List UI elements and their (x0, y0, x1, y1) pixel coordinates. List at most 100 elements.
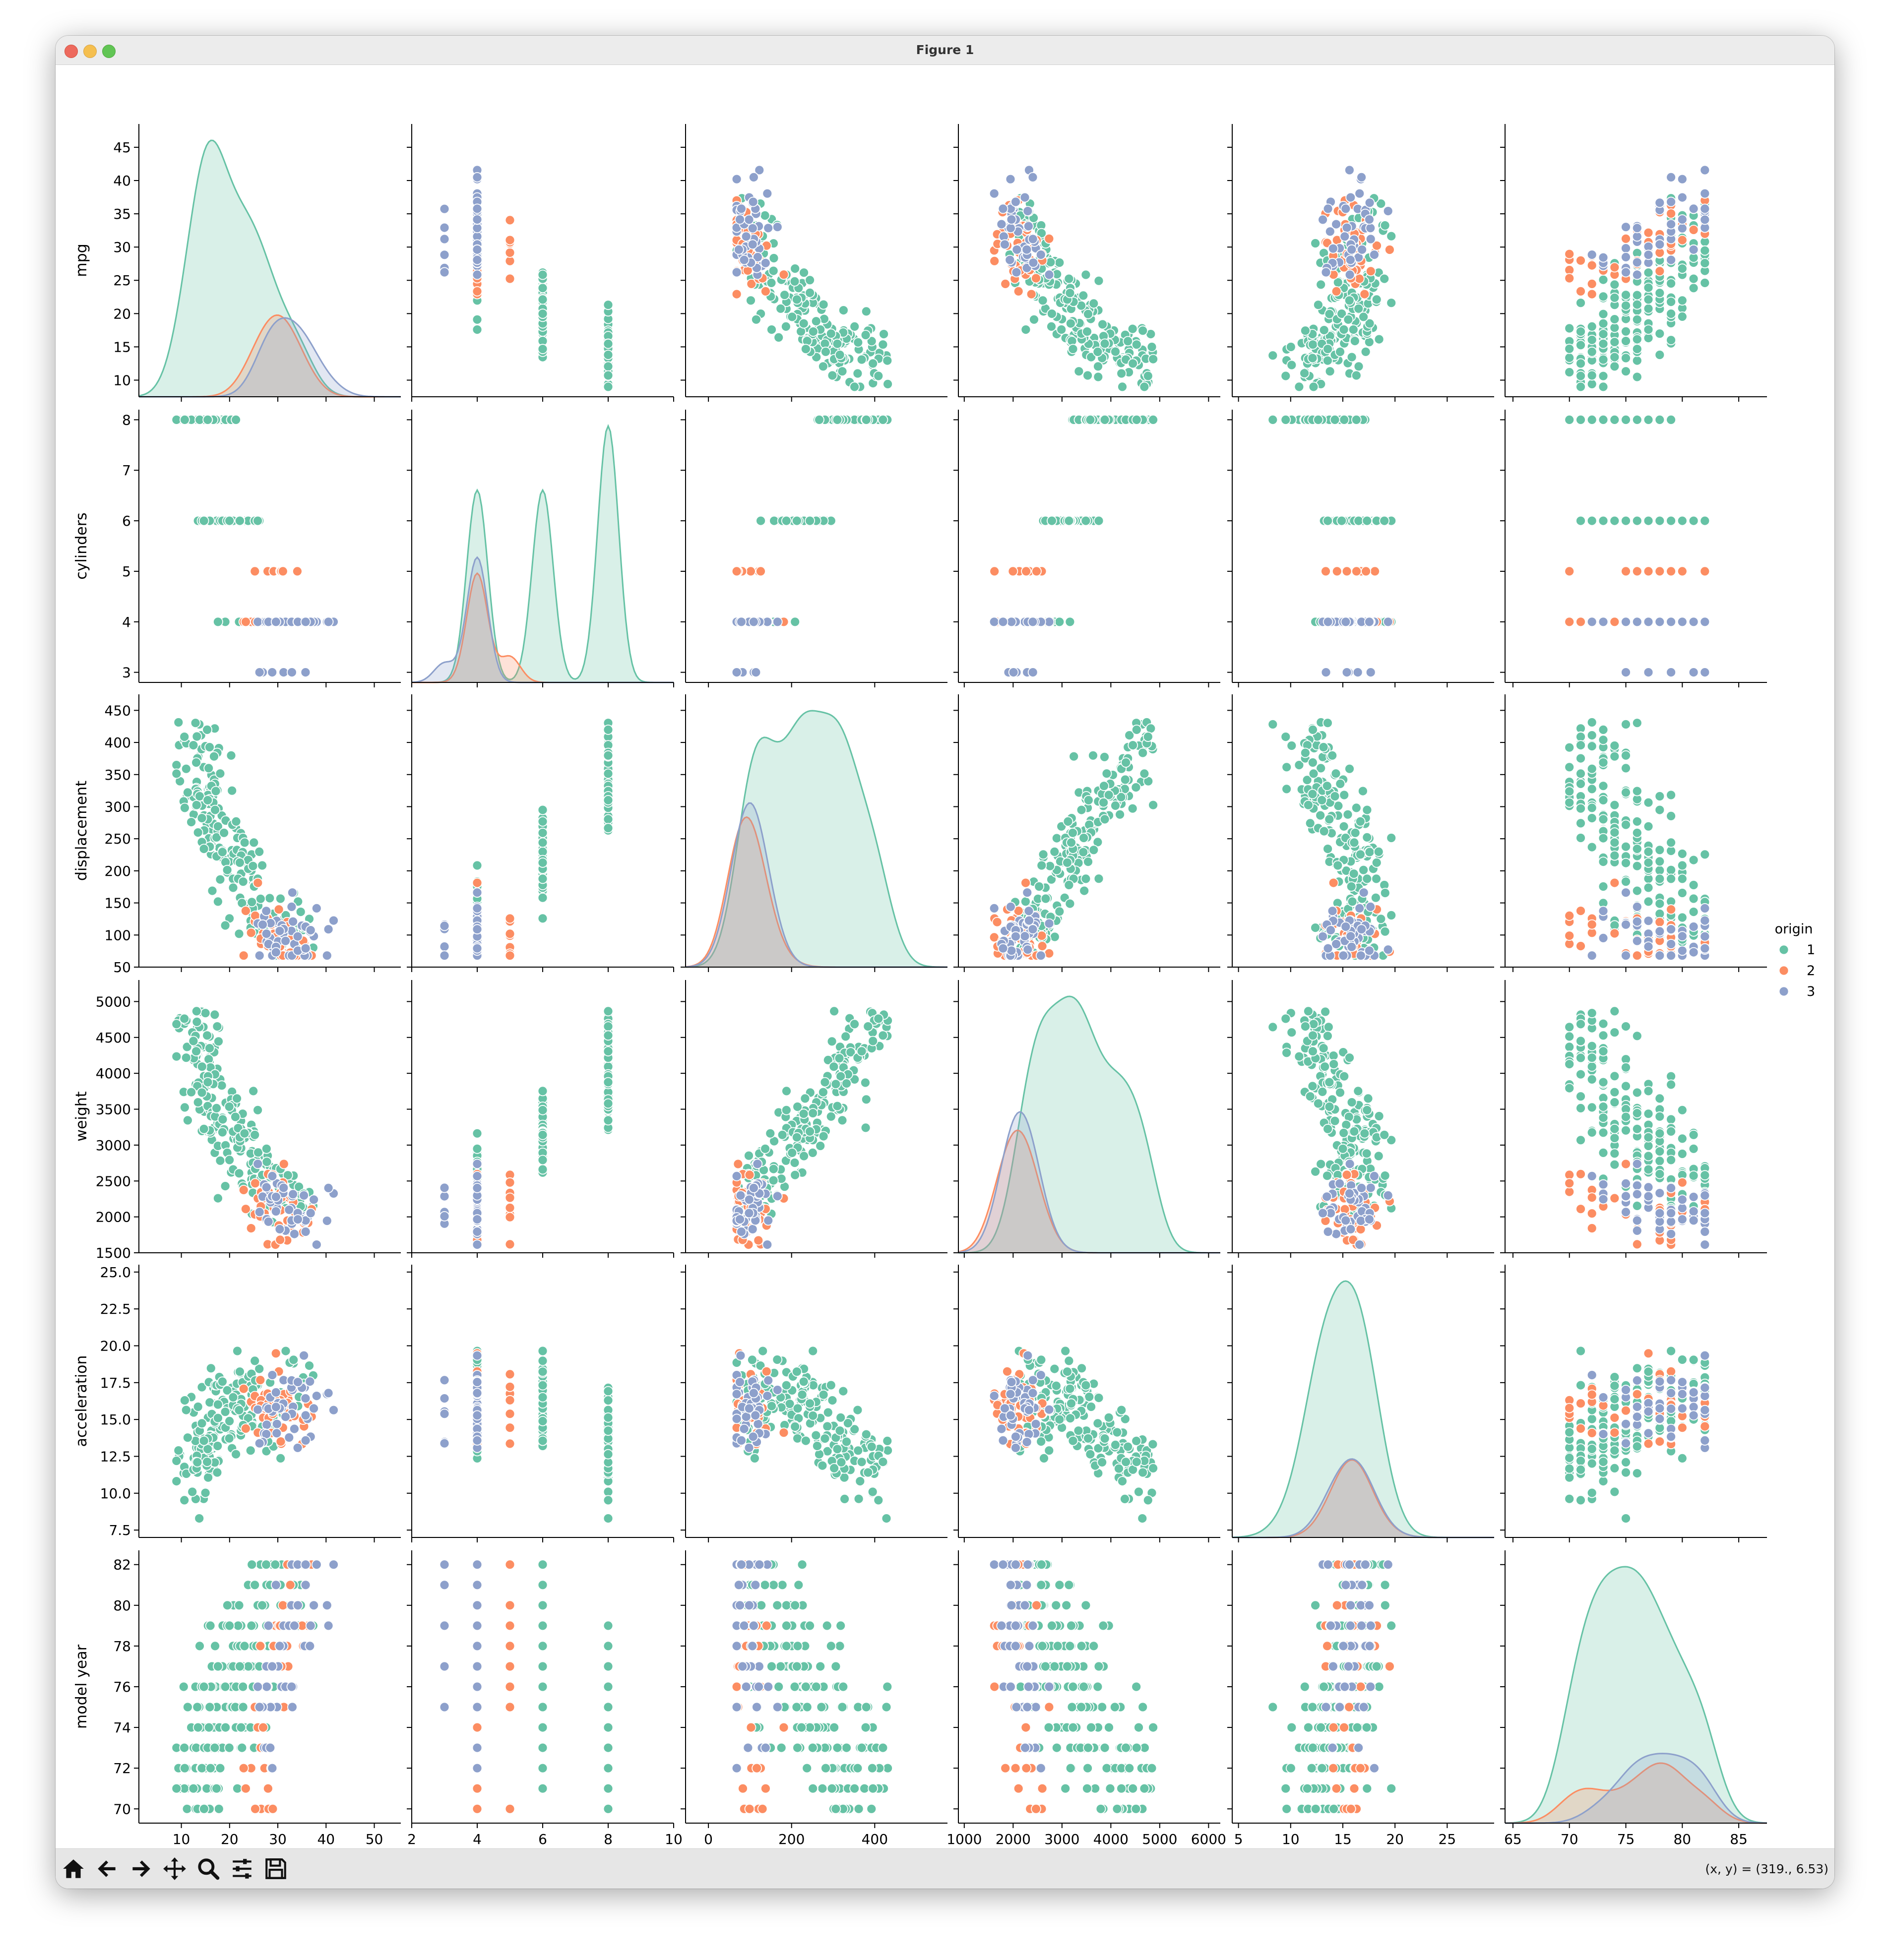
point-series-3 (1586, 249, 1597, 260)
point-series-1 (295, 907, 306, 917)
maximize-window-button[interactable] (102, 45, 116, 58)
point-series-1 (1598, 291, 1609, 302)
y-tick-label: 3500 (96, 1102, 131, 1118)
point-series-1 (1373, 847, 1384, 857)
point-series-3 (323, 924, 334, 935)
point-series-1 (1621, 719, 1631, 730)
point-series-1 (1632, 844, 1642, 854)
point-series-1 (1575, 326, 1586, 337)
point-series-1 (1598, 415, 1609, 425)
point-series-1 (1020, 324, 1031, 335)
point-series-3 (1321, 267, 1331, 278)
close-window-button[interactable] (64, 45, 78, 58)
subplot-displacement-vs-cylinders[interactable] (407, 694, 674, 972)
point-series-1 (248, 1086, 259, 1097)
point-series-1 (603, 823, 614, 834)
point-series-3 (288, 1189, 299, 1200)
point-series-1 (1362, 832, 1373, 843)
point-series-1 (1344, 763, 1355, 774)
point-series-3 (1340, 921, 1351, 932)
point-series-1 (1142, 370, 1153, 381)
point-series-1 (537, 269, 548, 280)
point-series-1 (1700, 849, 1710, 860)
point-series-1 (1564, 367, 1575, 377)
kde-fill-series-1 (412, 426, 674, 682)
point-series-1 (264, 893, 275, 904)
subplot-displacement-vs-acceleration[interactable] (1227, 694, 1494, 972)
point-series-2 (992, 917, 1003, 927)
point-series-1 (1621, 750, 1631, 761)
point-series-3 (1383, 206, 1393, 217)
point-series-3 (472, 172, 483, 183)
point-series-1 (1054, 616, 1065, 627)
point-series-1 (1643, 303, 1654, 314)
point-series-2 (238, 950, 249, 961)
point-series-3 (280, 935, 291, 946)
subplot-mpg-vs-displacement[interactable] (681, 124, 947, 402)
point-series-1 (1069, 751, 1079, 762)
point-series-2 (1666, 566, 1677, 577)
point-series-3 (1688, 203, 1699, 214)
point-series-2 (250, 1178, 260, 1189)
subplot-displacement-vs-model-year[interactable] (1500, 694, 1767, 972)
subplot-mpg-vs-cylinders[interactable] (407, 124, 674, 402)
subplot-mpg-vs-acceleration[interactable] (1227, 124, 1494, 402)
point-series-2 (1609, 616, 1620, 627)
subplot-cylinders-vs-weight[interactable] (953, 410, 1220, 687)
point-series-1 (234, 928, 245, 939)
y-axis-label-mpg: mpg (73, 244, 90, 277)
point-series-1 (1386, 910, 1397, 920)
point-series-1 (768, 253, 779, 263)
point-series-1 (239, 837, 250, 848)
point-series-3 (1632, 616, 1642, 627)
subplot-cylinders-vs-cylinders[interactable] (407, 410, 674, 687)
point-series-3 (300, 943, 311, 954)
point-series-1 (1666, 837, 1677, 848)
point-series-3 (1621, 667, 1631, 677)
subplot-mpg-vs-model-year[interactable] (1500, 124, 1767, 402)
subplot-cylinders-vs-model-year[interactable] (1500, 410, 1767, 687)
point-series-1 (1688, 515, 1699, 526)
point-series-1 (1379, 273, 1390, 284)
point-series-2 (1020, 877, 1031, 888)
point-series-1 (1609, 799, 1620, 810)
y-tick-label: 4500 (96, 1030, 131, 1046)
point-series-1 (198, 1123, 209, 1134)
point-series-1 (537, 816, 548, 827)
point-series-1 (1598, 795, 1609, 805)
subplot-cylinders-vs-acceleration[interactable] (1227, 410, 1494, 687)
point-series-2 (1564, 248, 1575, 259)
subplot-weight-vs-cylinders[interactable] (407, 980, 674, 1258)
point-series-1 (250, 1129, 260, 1140)
point-series-3 (744, 214, 755, 225)
point-series-3 (1035, 249, 1046, 260)
point-series-1 (1068, 344, 1078, 355)
y-tick-label: 40 (113, 173, 131, 189)
point-series-1 (1621, 326, 1631, 337)
point-series-1 (1348, 868, 1359, 879)
point-series-1 (1688, 880, 1699, 890)
point-series-1 (1078, 847, 1089, 858)
pairplot-figure[interactable]: 1015202530354045mpg345678cylinders501001… (56, 64, 1834, 1848)
subplot-cylinders-vs-displacement[interactable] (681, 410, 947, 687)
subplot-mpg-vs-weight[interactable] (953, 124, 1220, 402)
minimize-window-button[interactable] (83, 45, 97, 58)
subplot-displacement-vs-weight[interactable] (953, 694, 1220, 972)
point-series-1 (1339, 790, 1350, 800)
point-series-1 (1575, 779, 1586, 789)
point-series-1 (191, 1046, 202, 1057)
point-series-1 (275, 893, 286, 904)
subplot-displacement-vs-displacement[interactable] (681, 694, 947, 972)
point-series-1 (1332, 860, 1343, 871)
point-series-1 (1142, 732, 1153, 742)
point-series-3 (772, 616, 783, 627)
point-series-1 (1598, 318, 1609, 329)
point-series-1 (1267, 350, 1278, 361)
point-series-1 (1643, 847, 1654, 857)
point-series-1 (196, 813, 207, 823)
point-series-1 (603, 750, 614, 761)
